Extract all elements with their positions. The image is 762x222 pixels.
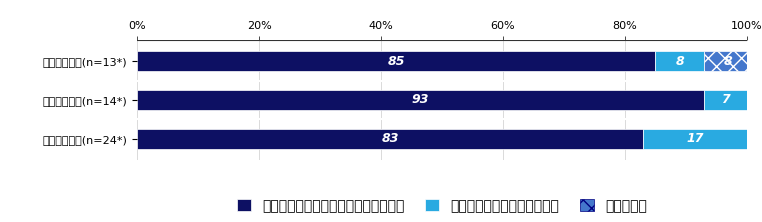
Bar [704, 90, 747, 110]
Bar [704, 51, 753, 71]
Text: 17: 17 [687, 132, 703, 145]
Bar [137, 129, 643, 149]
Legend: 事件に関連する問題によって悪化した, 事件以外の出来事で悪化した, わからない: 事件に関連する問題によって悪化した, 事件以外の出来事で悪化した, わからない [232, 193, 652, 218]
Text: 93: 93 [412, 93, 429, 106]
Text: 8: 8 [724, 55, 733, 68]
Text: 7: 7 [721, 93, 730, 106]
Text: 8: 8 [675, 55, 684, 68]
Bar [655, 51, 704, 71]
Text: 83: 83 [382, 132, 399, 145]
Bar [137, 51, 655, 71]
Text: 85: 85 [388, 55, 405, 68]
Bar [137, 90, 704, 110]
Bar [643, 129, 747, 149]
